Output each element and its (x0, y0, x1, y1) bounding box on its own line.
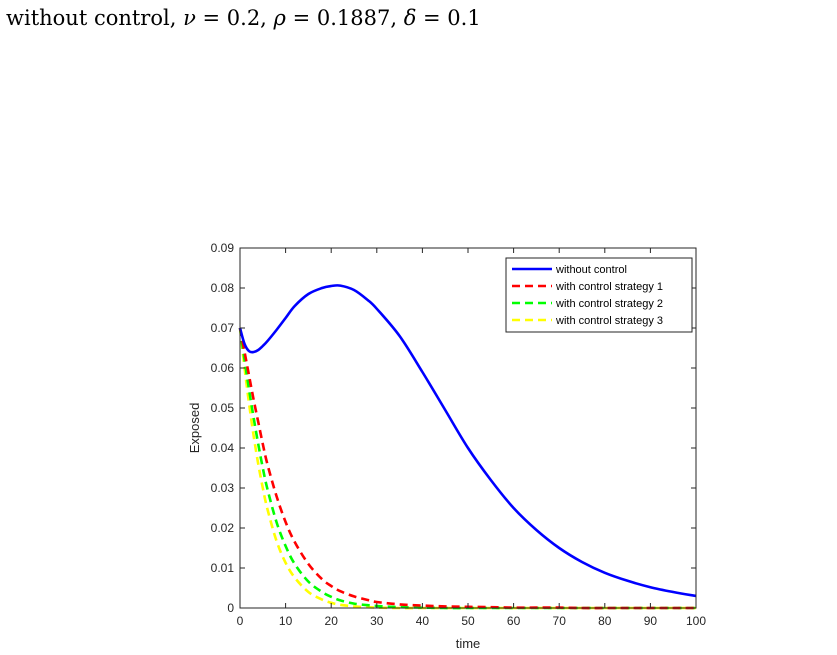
x-tick-label: 0 (237, 614, 244, 628)
y-tick-label: 0.04 (211, 441, 235, 455)
legend-box (505, 257, 693, 333)
x-tick-label: 10 (279, 614, 293, 628)
y-tick-label: 0 (227, 601, 234, 615)
x-tick-label: 80 (598, 614, 612, 628)
y-tick-label: 0.02 (211, 521, 235, 535)
x-tick-label: 20 (325, 614, 339, 628)
x-tick-label: 70 (553, 614, 567, 628)
series-line-without-control (238, 284, 697, 598)
y-tick-label: 0.08 (211, 281, 235, 295)
y-tick-label: 0.09 (211, 241, 235, 255)
x-tick-label: 100 (686, 614, 706, 628)
legend-label: without control (555, 264, 627, 276)
legend-label: with control strategy 2 (555, 298, 663, 310)
y-tick-label: 0.01 (211, 561, 235, 575)
y-axis-label: Exposed (187, 403, 202, 454)
caption-text: without control, ν = 0.2, ρ = 0.1887, δ … (6, 6, 481, 30)
y-tick-label: 0.07 (211, 321, 235, 335)
x-tick-label: 30 (370, 614, 384, 628)
y-tick-label: 0.05 (211, 401, 235, 415)
series-line-with-control-strategy-2 (238, 327, 696, 610)
x-axis-label: time (456, 636, 481, 651)
legend-label: with control strategy 1 (555, 281, 663, 293)
ticks-layer: 0 10 20 30 40 50 60 70 80 90 100 0 0.01 0.02 0.03 0.04 0… (211, 241, 707, 628)
x-tick-label: 90 (644, 614, 658, 628)
x-tick-label: 50 (461, 614, 475, 628)
x-tick-label: 40 (416, 614, 430, 628)
legend: without control with control strategy 1 wi… (505, 257, 693, 333)
legend-label: with control strategy 3 (555, 315, 663, 327)
x-tick-label: 60 (507, 614, 521, 628)
y-tick-label: 0.06 (211, 361, 235, 375)
y-tick-label: 0.03 (211, 481, 235, 495)
